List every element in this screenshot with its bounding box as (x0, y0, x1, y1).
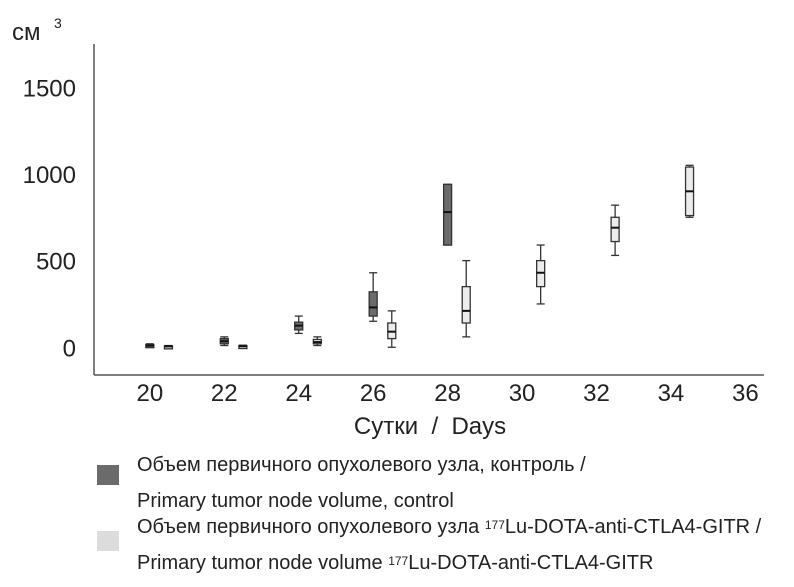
legend-treatment-en-sup: 177 (388, 554, 409, 568)
box-day-26 (368, 272, 378, 322)
y-tick-label: 500 (36, 249, 76, 276)
box-day-24 (294, 315, 304, 335)
y-tick-label: 1500 (23, 75, 76, 102)
series-control (145, 183, 453, 349)
legend: Объем первичного опухолевого узла, контр… (97, 447, 787, 587)
legend-item-treatment: Объем первичного опухолевого узла 177Lu-… (97, 509, 787, 579)
box-series (145, 164, 695, 350)
y-unit-label: см 3 (12, 15, 62, 46)
x-tick-label: 26 (360, 380, 387, 407)
legend-swatch-treatment (97, 531, 119, 551)
x-tick-label: 28 (434, 380, 461, 407)
legend-treatment-ru-prefix: Объем первичного опухолевого узла (137, 516, 485, 538)
x-tick-label: 32 (583, 380, 610, 407)
box-day-30.5 (536, 244, 546, 305)
x-tick-label: 20 (136, 380, 163, 407)
box-iqr (368, 291, 378, 317)
legend-label-control-ru: Объем первичного опухолевого узла, контр… (137, 454, 586, 476)
box-day-22 (219, 336, 229, 347)
y-unit-text: см (12, 19, 41, 46)
x-tick-label: 24 (285, 380, 312, 407)
legend-label-treatment-en: Primary tumor node volume 177Lu-DOTA-ant… (137, 545, 761, 581)
box-day-34.5 (684, 164, 695, 218)
y-tick-label: 1000 (23, 162, 76, 189)
box-plot-chart: см 3 0 500 1000 1500 20 22 24 26 28 30 32 34 36 Сут… (12, 15, 764, 440)
box-iqr (610, 216, 620, 243)
legend-label-treatment: Объем первичного опухолевого узла 177Lu-… (137, 509, 761, 581)
x-tick-label: 34 (658, 380, 685, 407)
legend-treatment-ru-suffix: Lu-DOTA-anti-CTLA4-GITR / (504, 516, 762, 538)
legend-item-control: Объем первичного опухолевого узла, контр… (97, 447, 787, 517)
y-tick-label: 0 (63, 335, 76, 362)
series-treatment (163, 164, 695, 350)
legend-treatment-ru-sup: 177 (484, 518, 505, 532)
box-day-20.5 (163, 344, 174, 350)
legend-label-treatment-ru: Объем первичного опухолевого узла 177Lu-… (137, 509, 761, 545)
box-iqr (442, 183, 453, 246)
box-day-28 (442, 183, 453, 246)
y-unit-superscript: 3 (54, 15, 62, 31)
box-day-24.5 (312, 336, 322, 347)
x-tick-label: 30 (509, 380, 536, 407)
legend-treatment-en-suffix: Lu-DOTA-anti-CTLA4-GITR (408, 552, 654, 574)
box-day-32.5 (610, 204, 620, 257)
legend-label-control: Объем первичного опухолевого узла, контр… (137, 447, 586, 519)
x-tick-labels: 20 22 24 26 28 30 32 34 36 (136, 380, 758, 407)
x-tick-label: 22 (211, 380, 238, 407)
box-day-26.5 (387, 310, 397, 348)
x-tick-label: 36 (732, 380, 759, 407)
legend-treatment-en-prefix: Primary tumor node volume (137, 552, 389, 574)
box-day-22.5 (238, 344, 248, 350)
legend-swatch-control (97, 465, 119, 485)
x-axis-label: Сутки / Days (354, 413, 506, 440)
legend-label-control-en: Primary tumor node volume, control (137, 490, 454, 512)
y-tick-labels: 0 500 1000 1500 (23, 75, 76, 362)
box-day-20 (145, 343, 155, 349)
box-day-28.5 (461, 259, 471, 338)
box-iqr (461, 285, 471, 324)
